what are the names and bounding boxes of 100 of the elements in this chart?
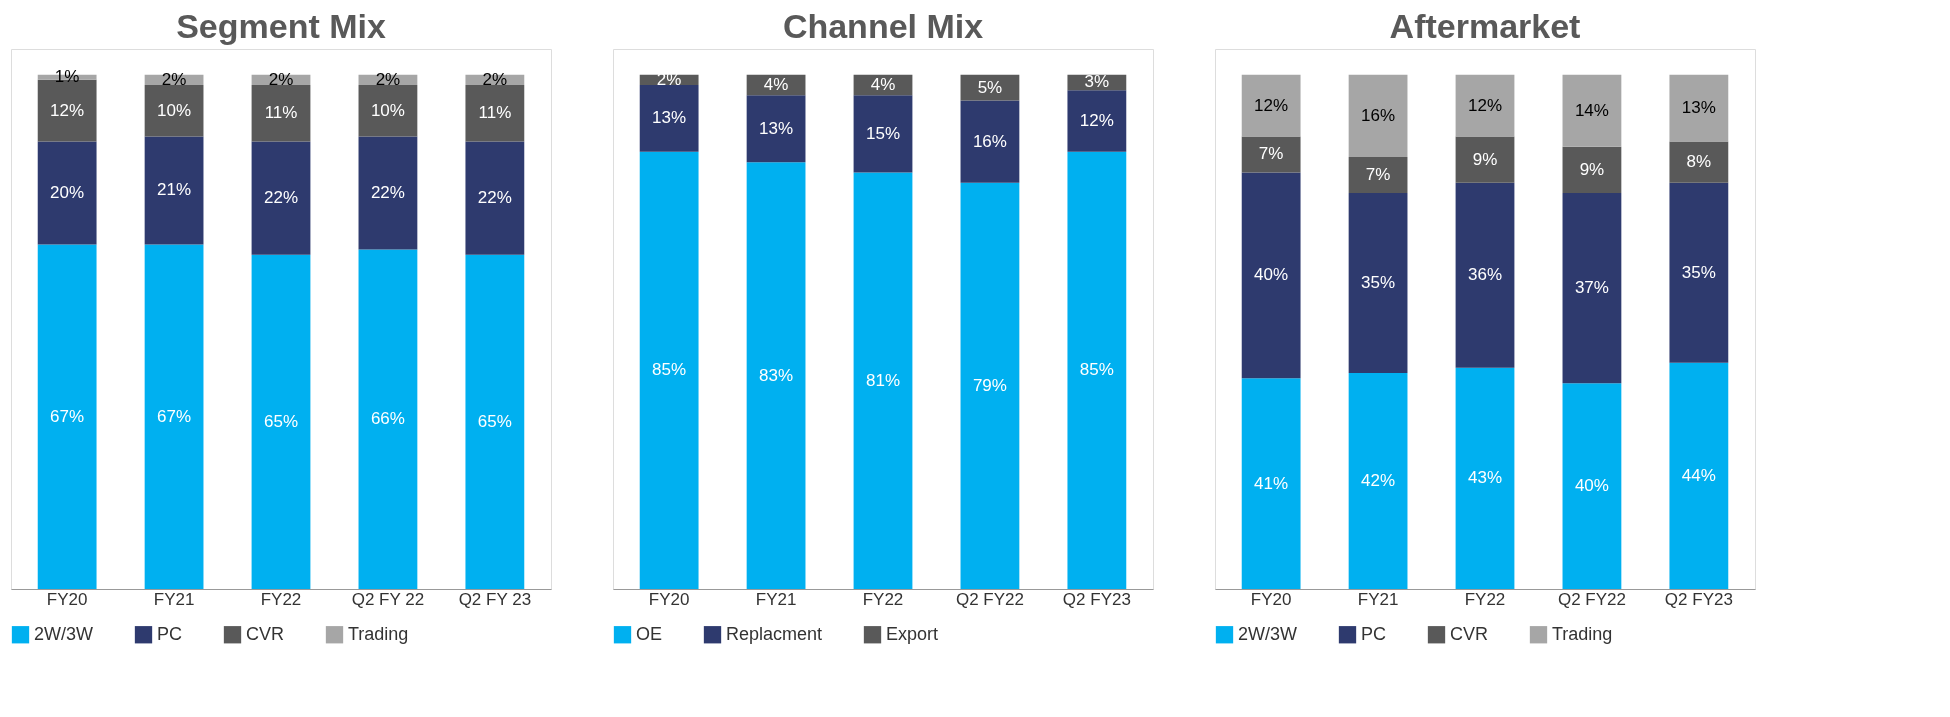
data-label: 85% xyxy=(652,360,687,380)
bar xyxy=(358,249,418,589)
bar xyxy=(251,254,311,589)
bar xyxy=(1067,151,1127,589)
legend-label: Trading xyxy=(1552,623,1613,644)
legend-label: CVR xyxy=(246,623,285,644)
data-label: 40% xyxy=(1254,265,1289,285)
data-label: 8% xyxy=(1686,152,1712,172)
bar xyxy=(960,100,1020,183)
bar xyxy=(1455,74,1515,137)
bar xyxy=(1241,74,1301,137)
data-label: 12% xyxy=(1079,111,1114,130)
data-label: 2% xyxy=(268,69,294,89)
data-label: 35% xyxy=(1681,262,1716,282)
data-label: 1% xyxy=(54,67,80,87)
x-tick-label: FY21 xyxy=(755,589,797,609)
bar xyxy=(1455,182,1515,368)
x-tick-label: Q2 FY 23 xyxy=(458,589,532,609)
bar xyxy=(853,172,913,589)
bar xyxy=(1669,74,1729,142)
x-tick-label: Q2 FY23 xyxy=(1062,589,1131,609)
legend-label: 2W/3W xyxy=(34,623,94,644)
data-label: 2% xyxy=(482,69,508,89)
bar xyxy=(639,151,699,589)
bar xyxy=(465,85,525,142)
data-label: 67% xyxy=(50,406,85,426)
bar xyxy=(144,244,204,589)
data-label: 40% xyxy=(1574,476,1609,496)
data-label: 11% xyxy=(264,103,298,123)
bar xyxy=(1562,193,1622,384)
bar xyxy=(37,244,97,589)
data-label: 83% xyxy=(759,365,794,385)
x-tick-label: FY21 xyxy=(153,589,195,609)
data-label: 10% xyxy=(157,100,192,120)
data-label: 21% xyxy=(157,180,192,200)
data-label: 2% xyxy=(375,69,401,89)
data-label: 36% xyxy=(1467,265,1503,285)
x-tick-label: FY22 xyxy=(260,589,302,609)
data-label: 65% xyxy=(477,411,512,431)
data-label: 16% xyxy=(1361,105,1396,125)
chart-title: Segment Mix xyxy=(176,7,386,45)
data-label: 5% xyxy=(977,77,1003,97)
data-label: 14% xyxy=(1574,100,1609,120)
bar xyxy=(1562,383,1622,589)
data-label: 16% xyxy=(972,131,1007,151)
legend-label: Replacment xyxy=(726,623,823,644)
data-label: 79% xyxy=(972,375,1007,395)
x-tick-label: FY22 xyxy=(862,589,904,609)
bar xyxy=(1067,90,1127,152)
data-label: 7% xyxy=(1258,144,1284,164)
data-label: 9% xyxy=(1579,159,1605,179)
data-label: 20% xyxy=(50,183,85,202)
data-label: 10% xyxy=(370,100,405,120)
bar xyxy=(1669,141,1729,183)
data-label: 66% xyxy=(370,409,405,429)
bar xyxy=(1669,182,1729,363)
bar xyxy=(853,95,913,173)
bar xyxy=(251,85,311,142)
x-tick-label: FY22 xyxy=(1464,589,1506,609)
data-label: 43% xyxy=(1467,468,1503,488)
bar xyxy=(1455,136,1515,183)
legend-label: Export xyxy=(886,623,939,644)
data-label: 22% xyxy=(263,188,299,208)
bar xyxy=(358,85,418,137)
data-label: 15% xyxy=(865,123,901,143)
data-label: 7% xyxy=(1365,165,1391,184)
bar xyxy=(1348,373,1408,589)
bar xyxy=(144,85,204,137)
legend-label: Trading xyxy=(348,623,409,644)
chart-title: Aftermarket xyxy=(1389,7,1581,45)
data-label: 41% xyxy=(1254,473,1289,493)
data-label: 12% xyxy=(50,100,85,120)
bar xyxy=(251,141,311,255)
x-tick-label: Q2 FY22 xyxy=(955,589,1024,609)
chart-title: Channel Mix xyxy=(782,7,984,45)
bar xyxy=(1562,146,1622,193)
bar xyxy=(1348,157,1408,193)
x-tick-label: FY20 xyxy=(46,589,88,609)
bar xyxy=(1562,74,1622,147)
data-label: 13% xyxy=(759,118,794,138)
bar xyxy=(37,141,97,245)
x-tick-label: FY20 xyxy=(648,589,690,609)
bar xyxy=(1669,362,1729,589)
x-tick-label: FY21 xyxy=(1357,589,1399,609)
legend-label: PC xyxy=(1361,623,1387,644)
data-label: 22% xyxy=(477,188,512,208)
data-label: 4% xyxy=(763,75,789,94)
legend-label: 2W/3W xyxy=(1238,623,1298,644)
legend-label: OE xyxy=(636,623,663,644)
bar xyxy=(1348,74,1408,157)
bar xyxy=(1241,136,1301,173)
x-tick-label: FY20 xyxy=(1250,589,1292,609)
bar xyxy=(1241,172,1301,379)
data-label: 9% xyxy=(1472,149,1498,169)
bar xyxy=(1348,193,1408,373)
data-label: 37% xyxy=(1574,278,1609,298)
data-label: 22% xyxy=(370,183,405,202)
data-label: 4% xyxy=(870,75,896,94)
bar xyxy=(465,254,525,589)
data-label: 12% xyxy=(1254,95,1289,115)
